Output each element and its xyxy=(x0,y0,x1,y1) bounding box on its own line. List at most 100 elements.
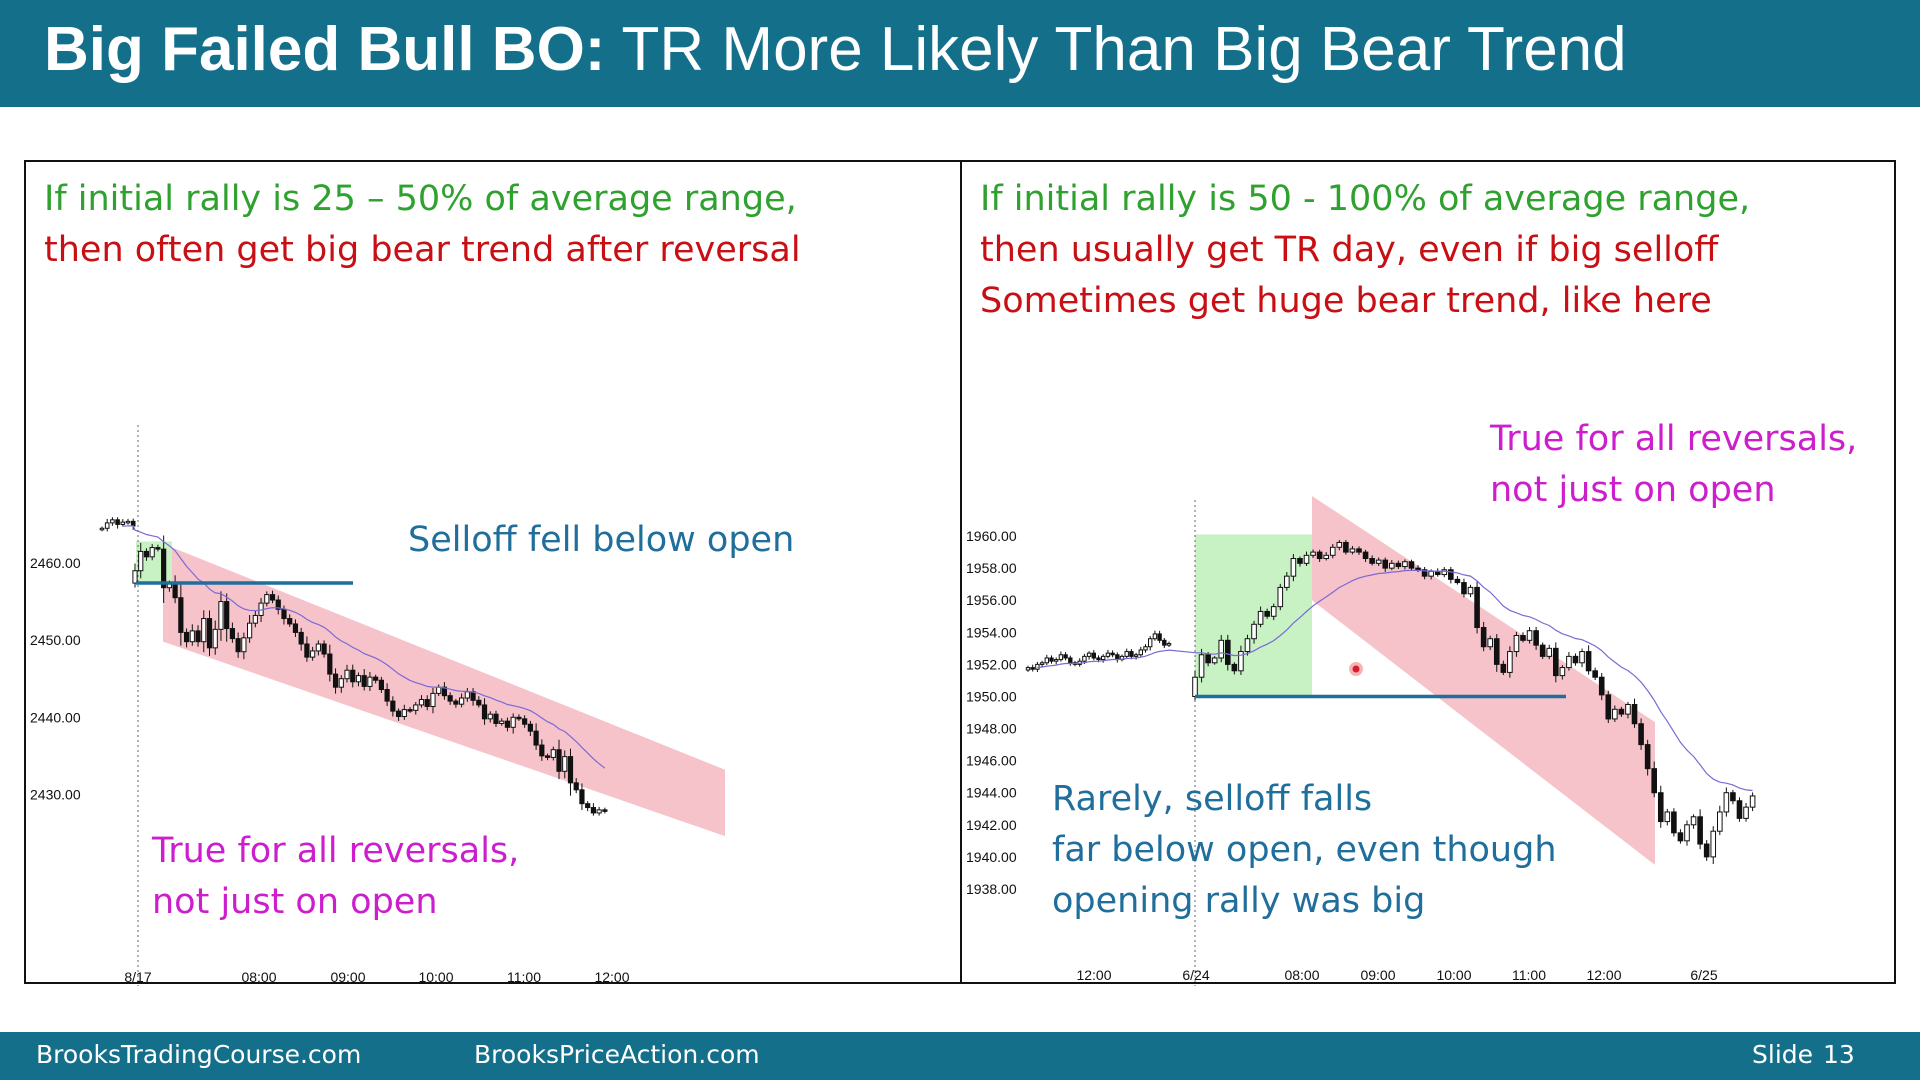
candle-body xyxy=(1684,824,1690,842)
candle-body xyxy=(1238,651,1244,672)
prior-candle-body xyxy=(99,527,105,531)
candle-body xyxy=(390,700,396,712)
candle-body xyxy=(1480,626,1487,648)
candle-body xyxy=(487,713,493,720)
x-tick-label: 12:00 xyxy=(1586,967,1621,983)
candle-body xyxy=(1290,558,1297,577)
prior-candle-body xyxy=(1143,646,1148,651)
candle-body xyxy=(1703,843,1710,858)
candle-body xyxy=(1690,816,1697,826)
candle-body xyxy=(499,720,505,724)
prior-candle-body xyxy=(1058,654,1064,661)
candle-body xyxy=(224,601,230,630)
bear-channel xyxy=(1312,495,1655,865)
candle-body xyxy=(327,653,333,675)
candle-body xyxy=(1612,708,1618,720)
candle-body xyxy=(1638,723,1644,746)
x-tick-label: 6/24 xyxy=(1182,967,1209,983)
candle-body xyxy=(596,809,602,814)
y-tick-label: 2450.00 xyxy=(30,632,81,648)
prior-candle-body xyxy=(1157,633,1162,641)
title-rest: TR More Likely Than Big Bear Trend xyxy=(605,15,1627,84)
candle-body xyxy=(573,782,579,791)
candle-body xyxy=(1730,792,1736,802)
prior-candle-body xyxy=(110,519,115,524)
candle-body xyxy=(1389,562,1395,569)
left-callout-reversals-1: True for all reversals, xyxy=(152,831,520,871)
prior-candle-body xyxy=(1162,639,1167,646)
candle-body xyxy=(481,704,488,720)
candle-body xyxy=(1329,546,1336,556)
candle-body xyxy=(1572,655,1579,664)
candle-body xyxy=(138,550,144,572)
candle-body xyxy=(1264,610,1270,617)
left-chart: 2430.00 2440.00 2450.00 2460.00 8/17 08:00 09:… xyxy=(30,425,725,986)
x-tick-label: 09:00 xyxy=(330,969,365,985)
prior-candle-body xyxy=(1124,651,1129,657)
candle-body xyxy=(533,730,539,746)
candle-body xyxy=(332,673,339,688)
candle-body xyxy=(304,643,310,658)
candle-body xyxy=(424,699,430,707)
right-callout-rarely-2: far below open, even though xyxy=(1052,830,1557,870)
y-tick-label: 2460.00 xyxy=(30,555,81,571)
left-callout-reversals-2: not just on open xyxy=(152,882,438,922)
prior-candle-body xyxy=(1133,654,1139,657)
candle-body xyxy=(1651,768,1658,794)
x-tick-label: 12:00 xyxy=(1076,967,1111,983)
slide-footer: BrooksTradingCourse.com BrooksPriceActio… xyxy=(0,1032,1920,1080)
candle-body xyxy=(1244,638,1251,653)
candle-body xyxy=(1251,623,1257,640)
candle-body xyxy=(556,749,562,772)
prior-candle-body xyxy=(1148,638,1153,648)
candle-body xyxy=(1671,811,1677,834)
candle-body xyxy=(373,676,379,681)
y-tick-label: 1956.00 xyxy=(966,592,1017,608)
candle-body xyxy=(1297,558,1303,564)
candle-body xyxy=(1697,816,1703,845)
candle-body xyxy=(1631,703,1638,725)
candle-body xyxy=(1356,548,1362,553)
x-tick-label: 09:00 xyxy=(1360,967,1395,983)
candle-body xyxy=(247,622,253,639)
prior-candle-body xyxy=(1044,657,1049,664)
candle-body xyxy=(183,631,190,643)
candle-body xyxy=(493,713,499,724)
candle-body xyxy=(1539,644,1546,657)
candle-body xyxy=(527,723,533,732)
candle-body xyxy=(407,709,413,712)
candle-body xyxy=(418,699,425,706)
candle-body xyxy=(436,686,442,694)
candle-body xyxy=(1598,676,1605,696)
right-callout-reversals-2: not just on open xyxy=(1490,470,1776,510)
prior-candle-body xyxy=(120,521,126,525)
prior-candle-body xyxy=(1101,655,1106,661)
y-tick-label: 1944.00 xyxy=(966,785,1017,801)
candle-body xyxy=(1310,551,1316,556)
candle-body xyxy=(355,675,362,683)
y-tick-label: 1952.00 xyxy=(966,656,1017,672)
left-callout-selloff: Selloff fell below open xyxy=(408,520,795,560)
candle-body xyxy=(1520,635,1526,641)
candle-body xyxy=(1316,551,1323,560)
y-tick-label: 2430.00 xyxy=(30,786,81,802)
candle-body xyxy=(275,599,281,610)
prior-candle-body xyxy=(1105,652,1111,657)
prior-candle-body xyxy=(104,522,110,529)
candle-body xyxy=(1375,559,1382,564)
candle-body xyxy=(338,678,344,688)
prior-candle-body xyxy=(1039,662,1045,665)
candle-body xyxy=(361,675,367,687)
right-callout-rarely-1: Rarely, selloff falls xyxy=(1052,779,1373,819)
candle-body xyxy=(310,650,316,658)
x-tick-label: 08:00 xyxy=(1284,967,1319,983)
candle-body xyxy=(298,631,304,645)
candle-body xyxy=(1664,811,1671,823)
candle-body xyxy=(1566,655,1572,669)
candle-body xyxy=(195,630,201,643)
candle-body xyxy=(1710,830,1717,858)
candle-body xyxy=(229,628,236,640)
candle-body xyxy=(579,789,585,805)
y-tick-label: 2440.00 xyxy=(30,709,81,725)
candle-body xyxy=(1736,800,1743,819)
